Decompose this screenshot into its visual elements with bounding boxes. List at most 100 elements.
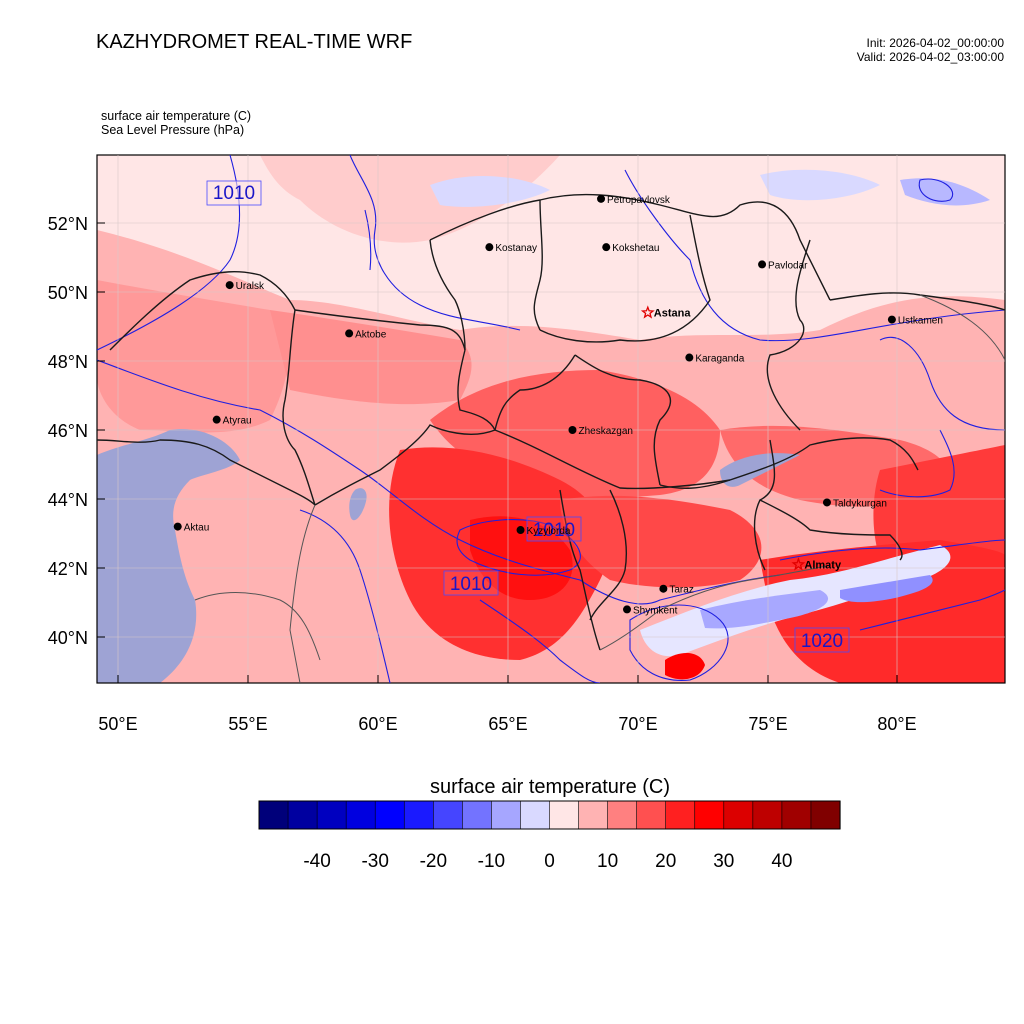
city-markers: Petropavlovsk Kostanay Kokshetau Pavlodar Ur… [173,194,943,616]
colorbar-title: surface air temperature (C) [430,776,670,798]
city-dot-icon [822,498,831,507]
city-dot-icon [516,526,525,535]
temperature-field [97,155,1005,683]
colorbar-tick-label: -20 [420,851,447,872]
city-label: Pavlodar [768,260,808,271]
city-label: Astana [654,308,692,320]
isobar-labels: 1010 1010 1010 1020 [206,180,850,653]
colorbar-swatch [432,800,463,830]
colorbar-swatch [665,800,696,830]
init-time: Init: 2026-04-02_00:00:00 [866,36,1004,50]
city-dot-icon [659,584,668,593]
city-kostanay: Kostanay [485,243,537,254]
colorbar-ticks: -40 -30 -20 -10 0 10 20 30 40 [303,851,792,872]
lat-label: 48°N [48,352,88,372]
colorbar-tick-label: 10 [597,851,618,872]
lon-label: 80°E [877,714,916,734]
run-info: Init: 2026-04-02_00:00:00 Valid: 2026-04… [857,36,1004,64]
city-dot-icon [597,194,606,203]
colorbar-swatch [258,800,289,830]
city-label: Shymkent [633,605,678,616]
colorbar-swatch [810,800,841,830]
lon-label: 65°E [488,714,527,734]
capital-star-icon [640,305,655,319]
colorbar-swatch [462,800,493,830]
city-astana: Astana [640,305,692,320]
lat-label: 40°N [48,628,88,648]
city-taldykurgan: Taldykurgan [822,498,887,509]
city-aktobe: Aktobe [345,329,387,340]
city-label: Atyrau [223,416,252,427]
colorbar-swatch [403,800,434,830]
city-label: Karaganda [695,354,744,365]
city-label: Taraz [669,585,693,596]
city-label: Kokshetau [612,243,659,254]
isobar-label: 1010 [533,520,575,541]
city-label: Aktau [184,523,210,534]
colorbar-swatch [723,800,754,830]
city-atyrau: Atyrau [212,415,252,427]
city-kyzylorda: Kyzylorda [516,526,571,537]
colorbar-swatch [520,800,551,830]
city-label: Ustkamen [898,316,943,327]
city-label: Almaty [804,560,842,572]
colorbar-swatches [258,800,841,830]
colorbar-swatch [345,800,376,830]
city-dot-icon [602,243,611,252]
isobars [97,155,1005,683]
city-dot-icon [623,605,632,614]
city-dot-icon [685,353,694,362]
colorbar-tick-label: 30 [713,851,734,872]
city-karaganda: Karaganda [685,353,745,365]
city-pavlodar: Pavlodar [758,260,808,271]
temperature-field-label: surface air temperature (C) [101,109,252,123]
lon-label: 70°E [618,714,657,734]
field-labels: surface air temperature (C) Sea Level Pr… [101,109,251,137]
colorbar-swatch [752,800,783,830]
city-dot-icon [212,415,221,424]
lon-label: 60°E [358,714,397,734]
colorbar-swatch [636,800,667,830]
city-dot-icon [225,281,234,290]
city-dot-icon [568,426,577,434]
region-borders [97,193,1005,651]
isobar-label: 1020 [801,631,843,652]
city-ustkamen: Ustkamen [887,315,943,327]
city-shymkent: Shymkent [623,605,678,616]
city-dot-icon [758,260,767,269]
city-label: Zheskazgan [578,426,632,437]
city-label: Kyzylorda [527,526,571,537]
valid-time: Valid: 2026-04-02_03:00:00 [856,50,1004,64]
colorbar-swatch [316,800,347,830]
city-uralsk: Uralsk [225,281,265,292]
city-label: Aktobe [355,329,387,340]
lat-ticks [97,222,105,638]
city-label: Kostanay [495,243,537,254]
city-zheskazgan: Zheskazgan [568,426,633,437]
city-petropavlovsk: Petropavlovsk [597,194,671,206]
colorbar-tick-label: 0 [544,851,555,872]
city-dot-icon [485,243,494,252]
latitude-labels: 52°N 50°N 48°N 46°N 44°N 42°N 40°N [48,214,88,648]
lon-ticks [117,675,898,683]
colorbar-swatch [287,800,318,830]
city-label: Petropavlovsk [607,195,671,206]
colorbar-swatch [781,800,812,830]
colorbar-tick-label: 20 [655,851,676,872]
lat-label: 44°N [48,490,88,510]
lat-label: 52°N [48,214,88,234]
colorbar-swatch [549,800,580,830]
lat-label: 50°N [48,283,88,303]
lon-label: 55°E [228,714,267,734]
colorbar-tick-label: 40 [771,851,792,872]
isobar-label: 1010 [450,574,492,595]
longitude-labels: 50°E 55°E 60°E 65°E 70°E 75°E 80°E [98,714,916,734]
isobar-label: 1010 [213,183,255,204]
city-taraz: Taraz [659,584,694,596]
colorbar-tick-label: -30 [361,851,388,872]
colorbar-tick-label: -40 [303,851,330,872]
city-label: Uralsk [236,281,265,292]
city-label: Taldykurgan [833,498,887,509]
colorbar: surface air temperature (C) -40 -30 -20 -10… [258,776,841,872]
